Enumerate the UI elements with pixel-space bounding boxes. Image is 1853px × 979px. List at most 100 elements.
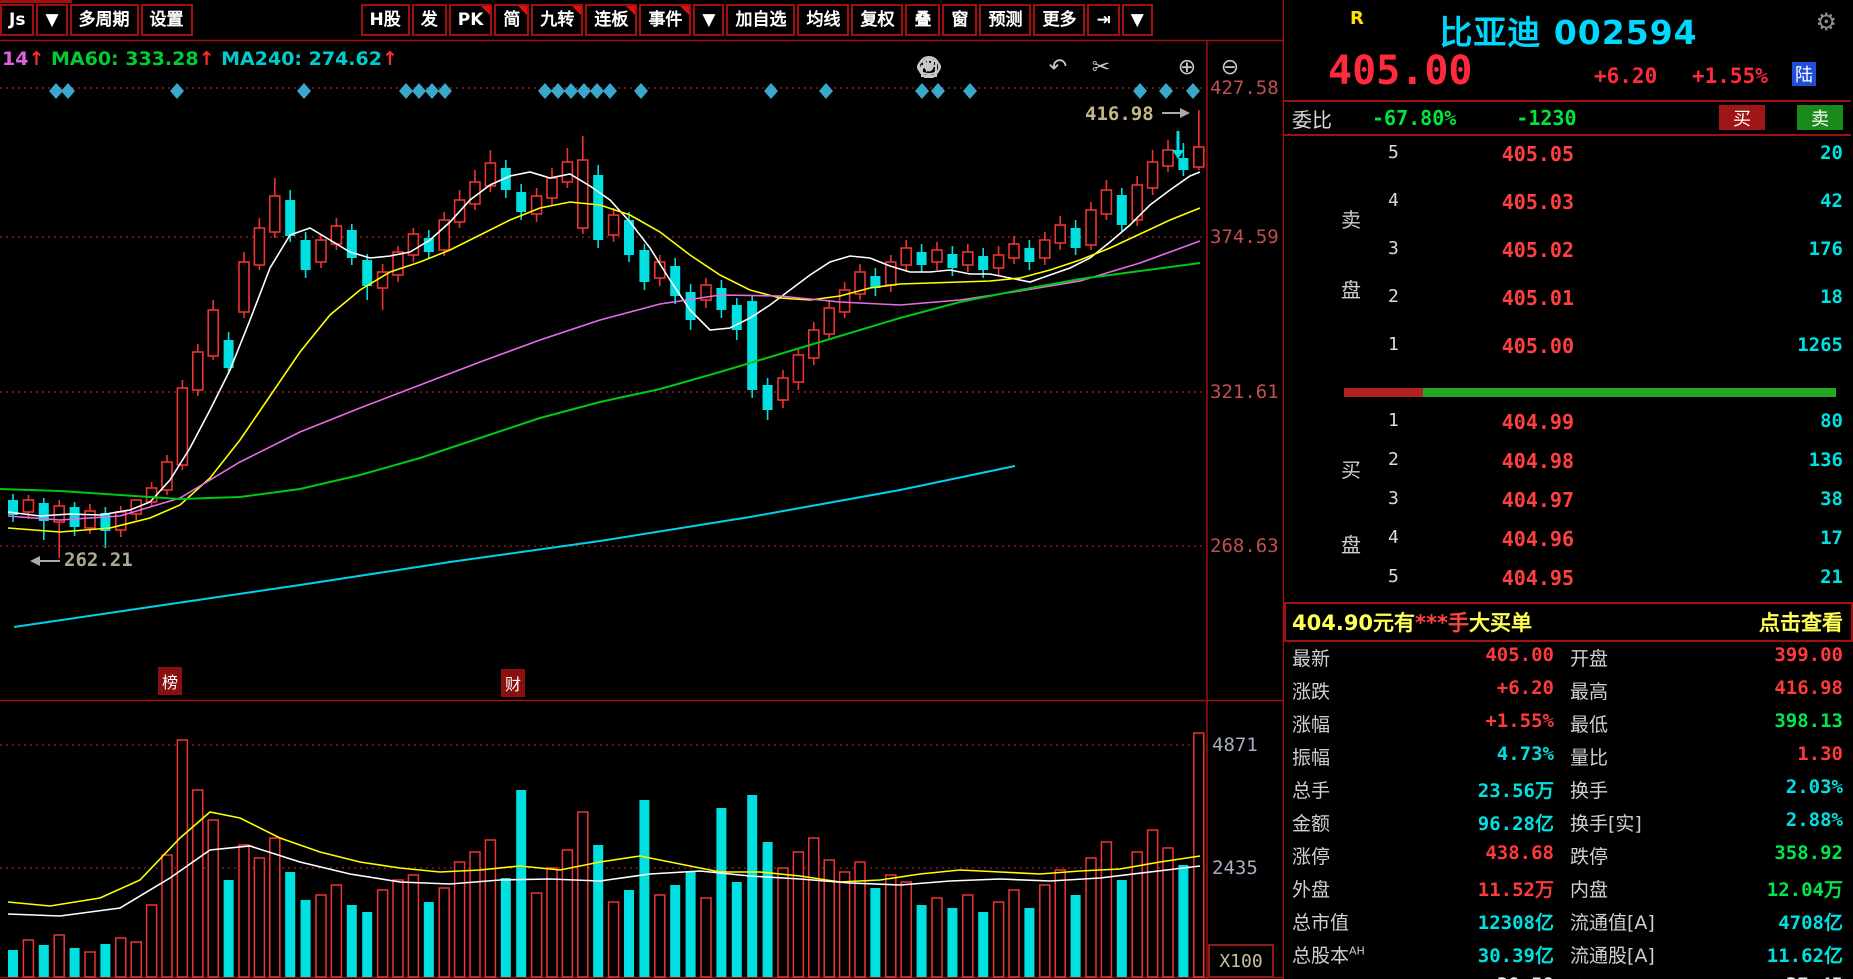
toolbar-item-3[interactable]: 简: [494, 4, 530, 36]
level-quantity: 21: [1820, 566, 1843, 588]
weicha-value: -1230: [1516, 106, 1577, 130]
level-price: 405.01: [1501, 286, 1574, 310]
toolbar-item-11[interactable]: 叠: [905, 4, 941, 36]
toolbar-item-left-3[interactable]: 设置: [140, 4, 193, 36]
toolbar-item-left-2[interactable]: 多周期: [69, 4, 139, 36]
volume-ma-lines: [7, 811, 1201, 917]
level-quantity: 176: [1808, 238, 1843, 260]
detail-label: 金额: [1292, 813, 1331, 835]
detail-value: 38.58: [1404, 974, 1554, 979]
detail-label: 最高: [1570, 681, 1609, 703]
hand-icon[interactable]: [918, 54, 985, 80]
toolbar-item-5[interactable]: 连板: [585, 4, 638, 36]
toolbar-item-13[interactable]: 预测: [979, 4, 1032, 36]
toolbar-item-left-1[interactable]: ▼: [36, 4, 68, 36]
detail-label: 总手: [1292, 780, 1331, 802]
detail-value: 12308亿: [1477, 912, 1554, 934]
detail-label: 跌停: [1570, 846, 1609, 868]
level-price: 404.96: [1501, 527, 1574, 551]
level-number: 2: [1388, 449, 1399, 470]
detail-value: 405.00: [1485, 644, 1554, 666]
sell-level-row[interactable]: 1 405.00 1265: [1284, 334, 1851, 368]
buy-level-row[interactable]: 5 404.95 21: [1284, 566, 1851, 600]
detail-row: 总手 23.56万 换手 2.03%: [1284, 776, 1851, 809]
ma-indicator-row: 14↑ MA60: 333.28↑ MA240: 274.62↑: [2, 48, 398, 70]
toolbar-item-8[interactable]: 加自选: [726, 4, 796, 36]
detail-label: 开盘: [1570, 648, 1609, 670]
zoom-in-icon[interactable]: ⊕: [1177, 54, 1197, 80]
detail-row: 涨停 438.68 跌停 358.92: [1284, 842, 1851, 875]
toolbar-item-15[interactable]: ⇥: [1087, 4, 1120, 36]
zoom-out-icon[interactable]: ⊖: [1220, 54, 1240, 80]
buy-button[interactable]: 买: [1719, 105, 1765, 130]
toolbar-item-10[interactable]: 复权: [851, 4, 904, 36]
buy-level-row[interactable]: 3 404.97 38: [1284, 488, 1851, 522]
toolbar-item-0[interactable]: H股: [360, 4, 410, 36]
sell-level-row[interactable]: 5 405.05 20: [1284, 142, 1851, 176]
detail-row: 最新 405.00 开盘 399.00: [1284, 644, 1851, 677]
weibi-row: 委比 -67.80% -1230 买 卖: [1284, 100, 1851, 136]
price-axis-label: 427.58: [1210, 77, 1279, 99]
vol-ma-yellow: [7, 811, 1201, 907]
event-tag-cai[interactable]: 财: [501, 669, 525, 697]
level-price: 404.98: [1501, 449, 1574, 473]
level-quantity: 17: [1820, 527, 1843, 549]
detail-value: 358.92: [1774, 842, 1843, 864]
chart-toolbar-icons: ↶ ✂ ⊕ ⊖: [916, 54, 1243, 80]
last-price: 405.00: [1328, 48, 1473, 94]
toolbar-item-2[interactable]: PK: [448, 4, 493, 36]
sell-button[interactable]: 卖: [1797, 105, 1843, 130]
detail-row: 市盈(动) 38.58 市盈(TTM) 37.45: [1284, 974, 1851, 979]
ma-magenta: [7, 240, 1201, 521]
detail-row: 总股本AH 30.39亿 流通股[A] 11.62亿: [1284, 941, 1851, 974]
buy-level-row[interactable]: 2 404.98 136: [1284, 449, 1851, 483]
price-change: +6.20: [1594, 64, 1658, 88]
buy-level-row[interactable]: 1 404.99 80: [1284, 410, 1851, 444]
toolbar-item-6[interactable]: 事件: [639, 4, 692, 36]
level-price: 404.97: [1501, 488, 1574, 512]
notify-view-link[interactable]: 点击查看: [1759, 611, 1843, 635]
lock-icon[interactable]: [921, 54, 1157, 80]
toolbar-item-1[interactable]: 发: [411, 4, 447, 36]
scissors-icon[interactable]: ✂: [1091, 54, 1111, 80]
toolbar-item-12[interactable]: 窗: [942, 4, 978, 36]
volume-axis-label: 4871: [1212, 734, 1258, 756]
detail-value: 2.03%: [1785, 776, 1843, 798]
detail-row: 涨跌 +6.20 最高 416.98: [1284, 677, 1851, 710]
toolbar-item-left-0[interactable]: Js: [0, 4, 35, 36]
detail-value: 12.04万: [1766, 879, 1843, 901]
detail-value: 438.68: [1485, 842, 1554, 864]
price-axis-label: 374.59: [1210, 226, 1279, 248]
quote-details: 最新 405.00 开盘 399.00 涨跌 +6.20 最高 416.98 涨幅 …: [1284, 642, 1851, 979]
toolbar-item-16[interactable]: ▼: [1121, 4, 1153, 36]
detail-label: 市盈(动): [1292, 974, 1364, 979]
ma-green: [0, 262, 1201, 501]
toolbar-item-14[interactable]: 更多: [1033, 4, 1086, 36]
candlesticks: [8, 110, 1205, 558]
toolbar-item-4[interactable]: 九转: [531, 4, 584, 36]
buy-side-label: 买: [1341, 458, 1361, 482]
notify-volume: ***手: [1415, 611, 1469, 635]
level-number: 1: [1388, 334, 1399, 355]
toolbar-item-7[interactable]: ▼: [693, 4, 725, 36]
event-tag-bang[interactable]: 榜: [158, 667, 182, 695]
sell-level-row[interactable]: 3 405.02 176: [1284, 238, 1851, 272]
low-price-annotation: 262.21: [64, 549, 133, 571]
sell-level-row[interactable]: 2 405.01 18: [1284, 286, 1851, 320]
sell-level-row[interactable]: 4 405.03 42: [1284, 190, 1851, 224]
notify-type: 大买单: [1469, 611, 1532, 635]
ratio-green-segment: [1422, 388, 1836, 397]
gear-icon[interactable]: ⚙: [1815, 8, 1837, 36]
big-order-notification[interactable]: 404.90元有 ***手 大买单 点击查看: [1284, 602, 1853, 642]
price-row: 405.00 +6.20 +1.55% 陆: [1284, 48, 1853, 98]
undo-icon[interactable]: ↶: [1048, 54, 1068, 80]
detail-label: 总市值: [1292, 912, 1350, 934]
play-icon[interactable]: [918, 54, 1028, 80]
toolbar-item-9[interactable]: 均线: [797, 4, 850, 36]
detail-value: 4708亿: [1778, 912, 1843, 934]
detail-row: 振幅 4.73% 量比 1.30: [1284, 743, 1851, 776]
level-quantity: 38: [1820, 488, 1843, 510]
detail-value: 399.00: [1774, 644, 1843, 666]
buy-level-row[interactable]: 4 404.96 17: [1284, 527, 1851, 561]
